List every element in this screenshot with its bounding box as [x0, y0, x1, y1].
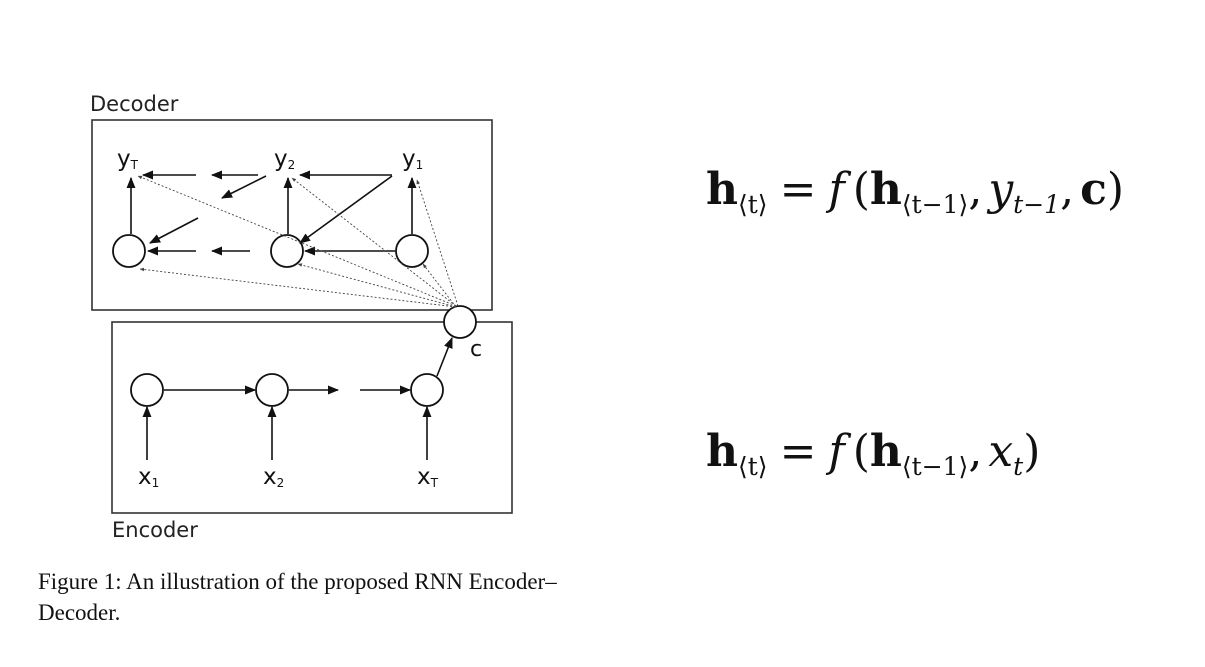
eq2-comma-1: , [968, 426, 982, 477]
eq1-comma-1: , [968, 164, 982, 215]
eq1-h-prev-sub: ⟨t−1⟩ [902, 190, 968, 219]
eq2-x: x [988, 426, 1013, 477]
arrow-enc-stateT-to-context [436, 336, 453, 377]
context-label: c [470, 337, 482, 362]
input-label-x1: x1 [138, 464, 159, 490]
eq2-equals: = [780, 426, 817, 477]
eq1-c: c [1080, 164, 1107, 215]
output-label-y1: y1 [402, 146, 423, 172]
output-y1-sub: 1 [416, 158, 424, 172]
eq2-h-prev-sub: ⟨t−1⟩ [902, 452, 968, 481]
eq1-comma-2: , [1060, 164, 1074, 215]
arrow-dots-to-stateT-diag [149, 217, 199, 244]
decoder-box [91, 119, 493, 311]
input-label-x2: x2 [263, 464, 284, 490]
output-label-yT: yT [117, 146, 139, 172]
output-y2-base: y [274, 146, 288, 172]
eq2-x-sub: t [1013, 452, 1024, 481]
encoder-equation: h⟨t⟩ = f (h⟨t−1⟩, xt) [706, 426, 1040, 481]
encoder-state-1 [130, 373, 164, 407]
decoder-state-1 [395, 234, 429, 268]
eq1-h: h [706, 164, 738, 215]
encoder-state-2 [255, 373, 289, 407]
eq1-close-paren: ) [1107, 164, 1124, 215]
encoder-state-T [410, 373, 444, 407]
input-xT-base: x [417, 464, 431, 490]
input-xT-sub: T [430, 476, 439, 490]
context-node [443, 305, 477, 339]
eq2-open-paren: ( [853, 426, 870, 477]
context-to-yT [137, 175, 457, 307]
decoder-state-T [112, 234, 146, 268]
input-x1-sub: 1 [152, 476, 160, 490]
encoder-box [111, 321, 513, 514]
eq1-h-prev: h [870, 164, 902, 215]
output-y2-sub: 2 [288, 158, 296, 172]
eq1-func: f [825, 164, 851, 215]
eq1-y-sub: t−1 [1013, 190, 1060, 219]
output-yT-base: y [117, 146, 131, 172]
context-to-y2 [291, 177, 457, 307]
input-x2-base: x [263, 464, 277, 490]
output-y1-base: y [402, 146, 416, 172]
decoder-state-2 [270, 234, 304, 268]
decoder-equation: h⟨t⟩ = f (h⟨t−1⟩, yt−1, c) [706, 164, 1124, 219]
eq2-h: h [706, 426, 738, 477]
arrow-y2-to-dots-diag [220, 175, 267, 199]
input-label-xT: xT [417, 464, 439, 490]
eq1-h-sub: ⟨t⟩ [738, 190, 768, 219]
output-label-y2: y2 [274, 146, 295, 172]
context-to-state2 [297, 263, 457, 308]
eq1-open-paren: ( [853, 164, 870, 215]
context-to-stateT [139, 267, 457, 308]
eq2-func: f [825, 426, 851, 477]
eq1-y: y [986, 164, 1014, 215]
decoder-label: Decoder [90, 92, 179, 116]
eq1-equals: = [780, 164, 817, 215]
input-x2-sub: 2 [277, 476, 285, 490]
arrow-y1-to-state2 [299, 175, 393, 244]
encoder-label: Encoder [112, 518, 198, 542]
eq2-close-paren: ) [1023, 426, 1040, 477]
eq2-h-sub: ⟨t⟩ [738, 452, 768, 481]
figure-caption: Figure 1: An illustration of the propose… [38, 569, 557, 625]
output-yT-sub: T [130, 158, 139, 172]
context-to-state1 [422, 263, 457, 308]
input-x1-base: x [138, 464, 152, 490]
eq2-h-prev: h [870, 426, 902, 477]
